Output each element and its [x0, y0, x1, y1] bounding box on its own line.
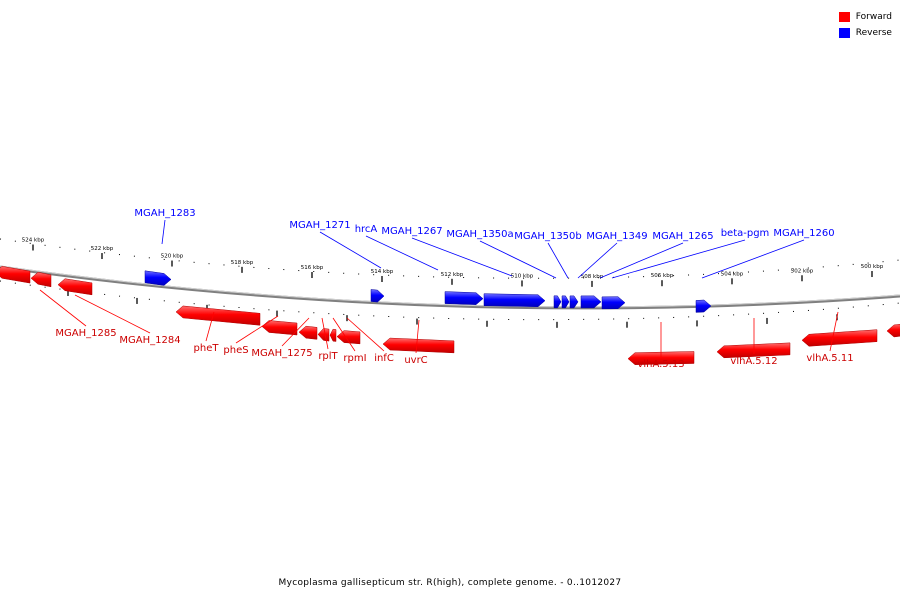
- forward-gene-block: [382, 337, 455, 354]
- leader-line: [332, 317, 356, 352]
- tick-label: 506 kbp: [651, 273, 674, 279]
- gene-labels: MGAH_1283 MGAH_1271 hrcA MGAH_1267 MGAH_1350…: [39, 208, 854, 370]
- forward-gene-label-rpmi: rpmI: [343, 353, 366, 364]
- forward-gene-block: [329, 328, 337, 342]
- leader-line: [611, 239, 746, 279]
- leader-line: [411, 237, 513, 277]
- reverse-gene-block: [483, 293, 546, 307]
- forward-gene-block: [0, 266, 31, 284]
- forward-gene-label-mgah-1285: MGAH_1285: [55, 328, 116, 339]
- forward-gene-block: [57, 278, 93, 296]
- reverse-gene-label-mgah-1271: MGAH_1271: [289, 220, 350, 231]
- forward-gene-label-vlha-5-11: vlhA.5.11: [806, 353, 853, 364]
- tick-label: 500 kbp: [861, 264, 884, 270]
- reverse-gene-label-mgah-1283: MGAH_1283: [134, 208, 195, 219]
- reverse-gene-label-mgah-1350b: MGAH_1350b: [514, 231, 582, 242]
- legend-item-forward: Forward: [838, 9, 892, 25]
- legend-reverse-label: Reverse: [855, 28, 892, 38]
- legend: Forward Reverse: [838, 9, 892, 41]
- tick-label: 508 kbp: [581, 274, 604, 280]
- reverse-gene-block: [580, 295, 602, 309]
- forward-gene-label-vlha-5-13: vlhA.5.13: [637, 359, 684, 370]
- forward-gene-block: [801, 329, 878, 347]
- forward-gene-block: [175, 305, 261, 326]
- reverse-gene-label-beta-pgm: beta-pgm: [721, 228, 770, 239]
- forward-gene-label-uvrc: uvrC: [404, 355, 427, 366]
- reverse-gene-label-mgah-1265: MGAH_1265: [652, 231, 713, 242]
- forward-gene-block: [317, 328, 330, 342]
- forward-gene-label-rplt: rplT: [318, 351, 338, 362]
- reverse-swatch: [838, 28, 850, 38]
- reverse-gene-label-mgah-1260: MGAH_1260: [773, 228, 834, 239]
- scale-ticks: 524 kbp 522 kbp 520 kbp 518 kbp 516 kbp 514 k…: [22, 237, 884, 328]
- reverse-gene-block: [569, 295, 579, 309]
- leader-line: [319, 231, 382, 269]
- reverse-gene-block: [370, 289, 385, 303]
- reverse-gene-block: [553, 295, 562, 309]
- tick-label: 512 kbp: [441, 272, 464, 278]
- forward-gene-block: [716, 342, 791, 359]
- leader-line: [321, 317, 329, 350]
- forward-gene-block: [336, 330, 361, 345]
- leader-line: [577, 242, 618, 279]
- leader-line: [74, 294, 151, 334]
- leader-line: [161, 219, 166, 245]
- reverse-gene-block: [144, 270, 172, 286]
- genome-backbone: [0, 265, 900, 310]
- reverse-gene-label-mgah-1267: MGAH_1267: [381, 226, 442, 237]
- reverse-gene-label-mgah-1349: MGAH_1349: [586, 231, 647, 242]
- tick-label: 516 kbp: [301, 265, 324, 271]
- tick-label: 502 kbp: [791, 268, 814, 274]
- leader-line: [701, 239, 805, 279]
- forward-gene-block: [298, 325, 318, 340]
- genome-backbone-highlight: [0, 265, 900, 308]
- forward-gene-label-phet: pheT: [194, 343, 220, 354]
- reverse-gene-block: [601, 296, 626, 310]
- forward-gene-label-vlha-5-12: vlhA.5.12: [730, 356, 777, 367]
- legend-forward-label: Forward: [855, 12, 892, 22]
- reverse-gene-label-hrca: hrcA: [355, 224, 378, 235]
- leader-line: [599, 242, 684, 279]
- genome-caption: Mycoplasma gallisepticum str. R(high), c…: [278, 578, 622, 588]
- leader-line: [547, 242, 569, 279]
- leader-line: [39, 289, 87, 327]
- forward-gene-block: [886, 323, 900, 338]
- leader-line: [235, 315, 279, 344]
- tick-label: 518 kbp: [231, 260, 254, 266]
- tick-label: 510 kbp: [511, 273, 534, 279]
- reverse-gene-block: [444, 291, 484, 305]
- reverse-gene-block: [561, 295, 570, 309]
- forward-gene-block: [627, 351, 695, 365]
- forward-gene-block: [261, 320, 298, 336]
- tick-label: 504 kbp: [721, 271, 744, 277]
- leader-line: [415, 319, 420, 354]
- forward-gene-label-mgah-1284: MGAH_1284: [119, 335, 180, 346]
- tick-label: 524 kbp: [22, 237, 45, 243]
- leader-line: [365, 235, 439, 271]
- reverse-gene-label-mgah-1350a: MGAH_1350a: [446, 229, 513, 240]
- forward-gene-label-infc: infC: [374, 353, 394, 364]
- leader-line: [205, 311, 215, 342]
- leader-line: [281, 317, 310, 347]
- tick-label: 520 kbp: [161, 254, 184, 260]
- forward-gene-block: [30, 271, 52, 288]
- gene-features: [0, 266, 900, 365]
- tick-label: 522 kbp: [91, 246, 114, 252]
- forward-gene-label-mgah-1275: MGAH_1275: [251, 348, 312, 359]
- legend-item-reverse: Reverse: [838, 25, 892, 41]
- forward-swatch: [838, 12, 850, 22]
- leader-line: [346, 317, 385, 352]
- tick-label: 514 kbp: [371, 269, 394, 275]
- leader-line: [829, 311, 839, 352]
- reverse-gene-block: [695, 299, 712, 313]
- leader-line: [479, 240, 557, 279]
- forward-gene-label-phes: pheS: [223, 345, 248, 356]
